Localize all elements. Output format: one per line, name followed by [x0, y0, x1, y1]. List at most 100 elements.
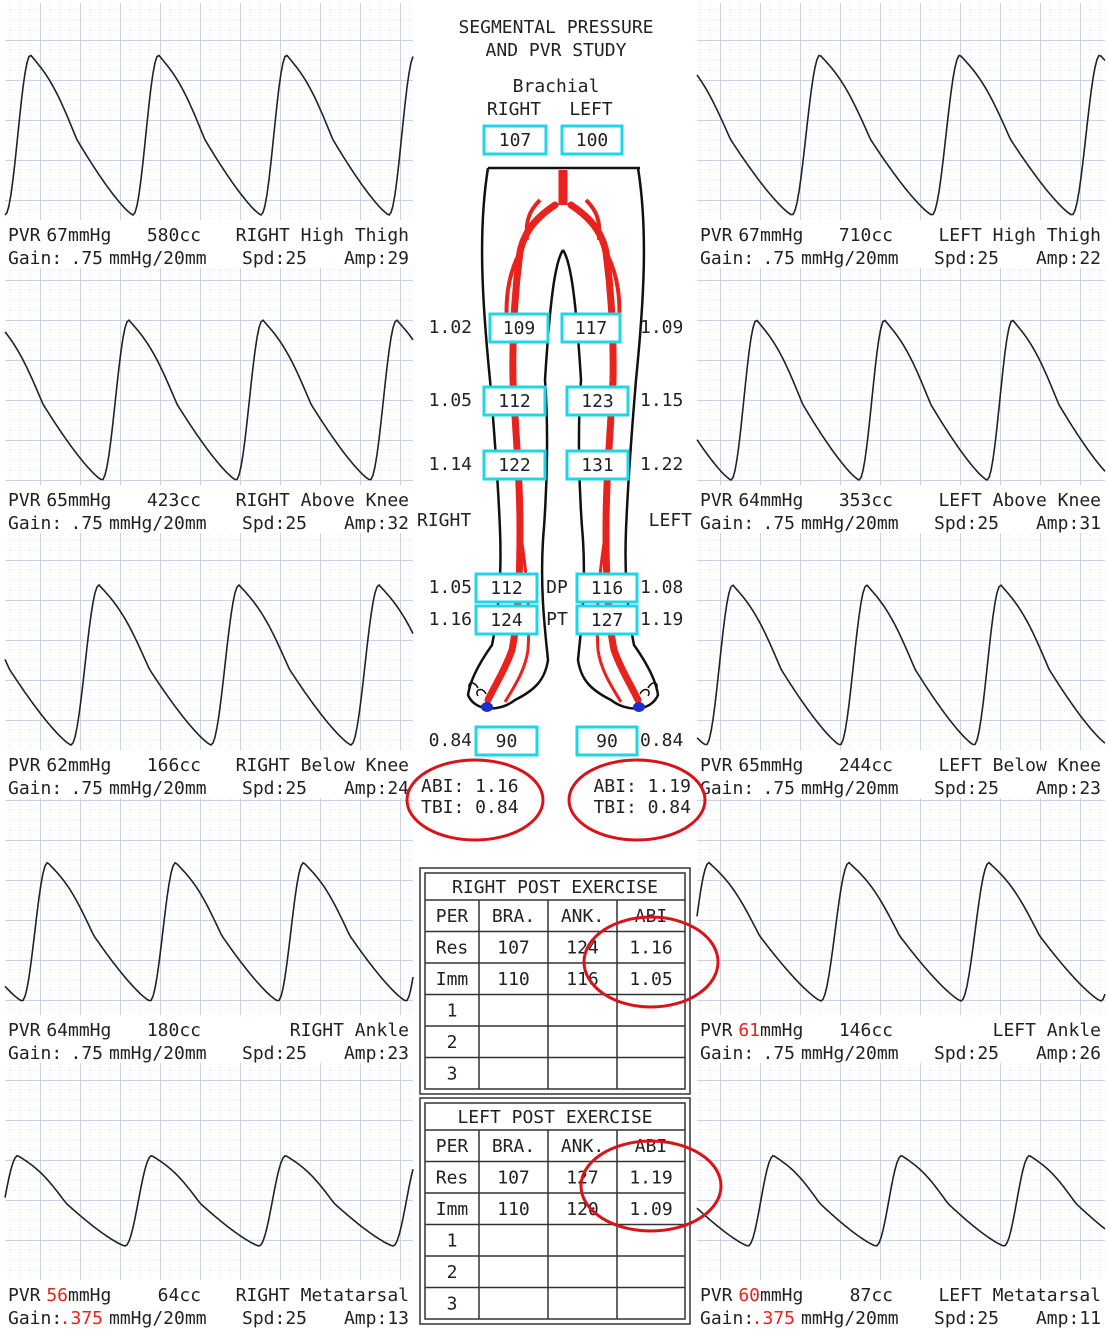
- location: RIGHT Below Knee: [236, 755, 409, 776]
- pvr-label: PVR: [8, 755, 41, 776]
- table-cell: 107: [497, 937, 530, 958]
- table-cell: 2: [447, 1032, 458, 1053]
- waveform: [696, 584, 1106, 746]
- gain-unit: mmHg/20mm: [801, 1043, 899, 1064]
- left-index: 1.15: [640, 390, 683, 411]
- left-pressure: 127: [591, 610, 624, 631]
- gain-label: Gain:: [8, 1043, 62, 1064]
- pressure-box: [474, 604, 539, 636]
- column-header: BRA.: [492, 1136, 535, 1157]
- right-index: 1.05: [429, 577, 472, 598]
- speed: Spd:25: [934, 1043, 999, 1064]
- left-pressure: 90: [596, 731, 618, 752]
- right-index: 0.84: [429, 730, 472, 751]
- amp: Amp:24: [344, 778, 409, 799]
- table-frame: [424, 1102, 686, 1320]
- pressure-box: [575, 572, 639, 604]
- left-pressure: 117: [575, 318, 608, 339]
- table-cell: 110: [497, 1199, 530, 1220]
- speed: Spd:25: [242, 248, 307, 269]
- left-index: 1.19: [640, 609, 683, 630]
- volume: 580cc: [147, 225, 201, 246]
- brachial-right: 107: [499, 130, 532, 151]
- gain-unit: mmHg/20mm: [109, 778, 207, 799]
- pressure-box: [565, 385, 630, 417]
- column-header: PER: [436, 906, 469, 927]
- gain: .375: [60, 1308, 103, 1329]
- pressure-unit: mmHg: [760, 755, 803, 776]
- gain: .75: [762, 778, 795, 799]
- waveform-grid: [5, 798, 413, 1015]
- pvr-label: PVR: [700, 755, 733, 776]
- table-cell: 1.09: [629, 1199, 672, 1220]
- pressure-box: [482, 385, 547, 417]
- speed: Spd:25: [242, 1043, 307, 1064]
- pressure-box: [488, 312, 550, 344]
- location: RIGHT Above Knee: [236, 490, 409, 511]
- gain: .375: [752, 1308, 795, 1329]
- pvr-label: PVR: [8, 490, 41, 511]
- table-cell: 1.05: [629, 969, 672, 990]
- table-frame: [424, 872, 686, 1090]
- table-title: RIGHT POST EXERCISE: [452, 877, 658, 898]
- location: LEFT Above Knee: [938, 490, 1101, 511]
- pressure-unit: mmHg: [760, 225, 803, 246]
- waveform-grid: [697, 798, 1105, 1015]
- gain-label: Gain:: [700, 1308, 754, 1329]
- left-index: 1.09: [640, 317, 683, 338]
- volume: 180cc: [147, 1020, 201, 1041]
- waveform-grid: [5, 1063, 413, 1280]
- gain-label: Gain:: [700, 513, 754, 534]
- pressure-box: [565, 449, 630, 481]
- gain-label: Gain:: [8, 1308, 62, 1329]
- table-cell: Imm: [436, 969, 469, 990]
- table-cell: 2: [447, 1262, 458, 1283]
- pressure: 65: [738, 755, 760, 776]
- pressure-box: [474, 725, 539, 757]
- gain-unit: mmHg/20mm: [801, 1308, 899, 1329]
- waveform-grid: [697, 533, 1105, 750]
- waveform: [696, 54, 1106, 216]
- volume: 423cc: [147, 490, 201, 511]
- pressure: 64: [46, 1020, 68, 1041]
- speed: Spd:25: [242, 778, 307, 799]
- left-pressure: 131: [581, 455, 614, 476]
- volume: 87cc: [850, 1285, 893, 1306]
- gain-label: Gain:: [8, 248, 62, 269]
- brachial-label: Brachial: [513, 76, 600, 97]
- pressure: 56: [46, 1285, 68, 1306]
- gain-unit: mmHg/20mm: [109, 513, 207, 534]
- artery-label: DP: [546, 577, 568, 598]
- right-index: 1.14: [429, 454, 472, 475]
- pressure: 60: [738, 1285, 760, 1306]
- left-pressure: 123: [581, 391, 614, 412]
- right-pressure: 122: [498, 455, 531, 476]
- waveform: [4, 583, 414, 746]
- gain-unit: mmHg/20mm: [801, 778, 899, 799]
- right-index: 1.16: [429, 609, 472, 630]
- table-title: LEFT POST EXERCISE: [457, 1107, 652, 1128]
- amp: Amp:31: [1036, 513, 1101, 534]
- amp: Amp:11: [1036, 1308, 1101, 1329]
- waveform-grid: [5, 533, 413, 750]
- location: LEFT Metatarsal: [938, 1285, 1101, 1306]
- waveform-grid: [5, 3, 413, 220]
- pressure-unit: mmHg: [68, 1020, 111, 1041]
- waveform: [4, 1154, 414, 1247]
- speed: Spd:25: [242, 513, 307, 534]
- pressure: 62: [46, 755, 68, 776]
- pvr-label: PVR: [8, 1285, 41, 1306]
- table-frame: [419, 1097, 691, 1325]
- tbi: TBI: 0.84: [421, 797, 519, 818]
- gain-label: Gain:: [8, 513, 62, 534]
- waveform: [696, 861, 1106, 1002]
- pressure-unit: mmHg: [760, 1285, 803, 1306]
- pressure-box: [575, 604, 639, 636]
- pressure-box: [560, 312, 622, 344]
- table-cell: 1.16: [629, 937, 672, 958]
- column-header: ANK.: [561, 1136, 604, 1157]
- tbi: TBI: 0.84: [593, 797, 691, 818]
- pressure: 67: [46, 225, 68, 246]
- amp: Amp:22: [1036, 248, 1101, 269]
